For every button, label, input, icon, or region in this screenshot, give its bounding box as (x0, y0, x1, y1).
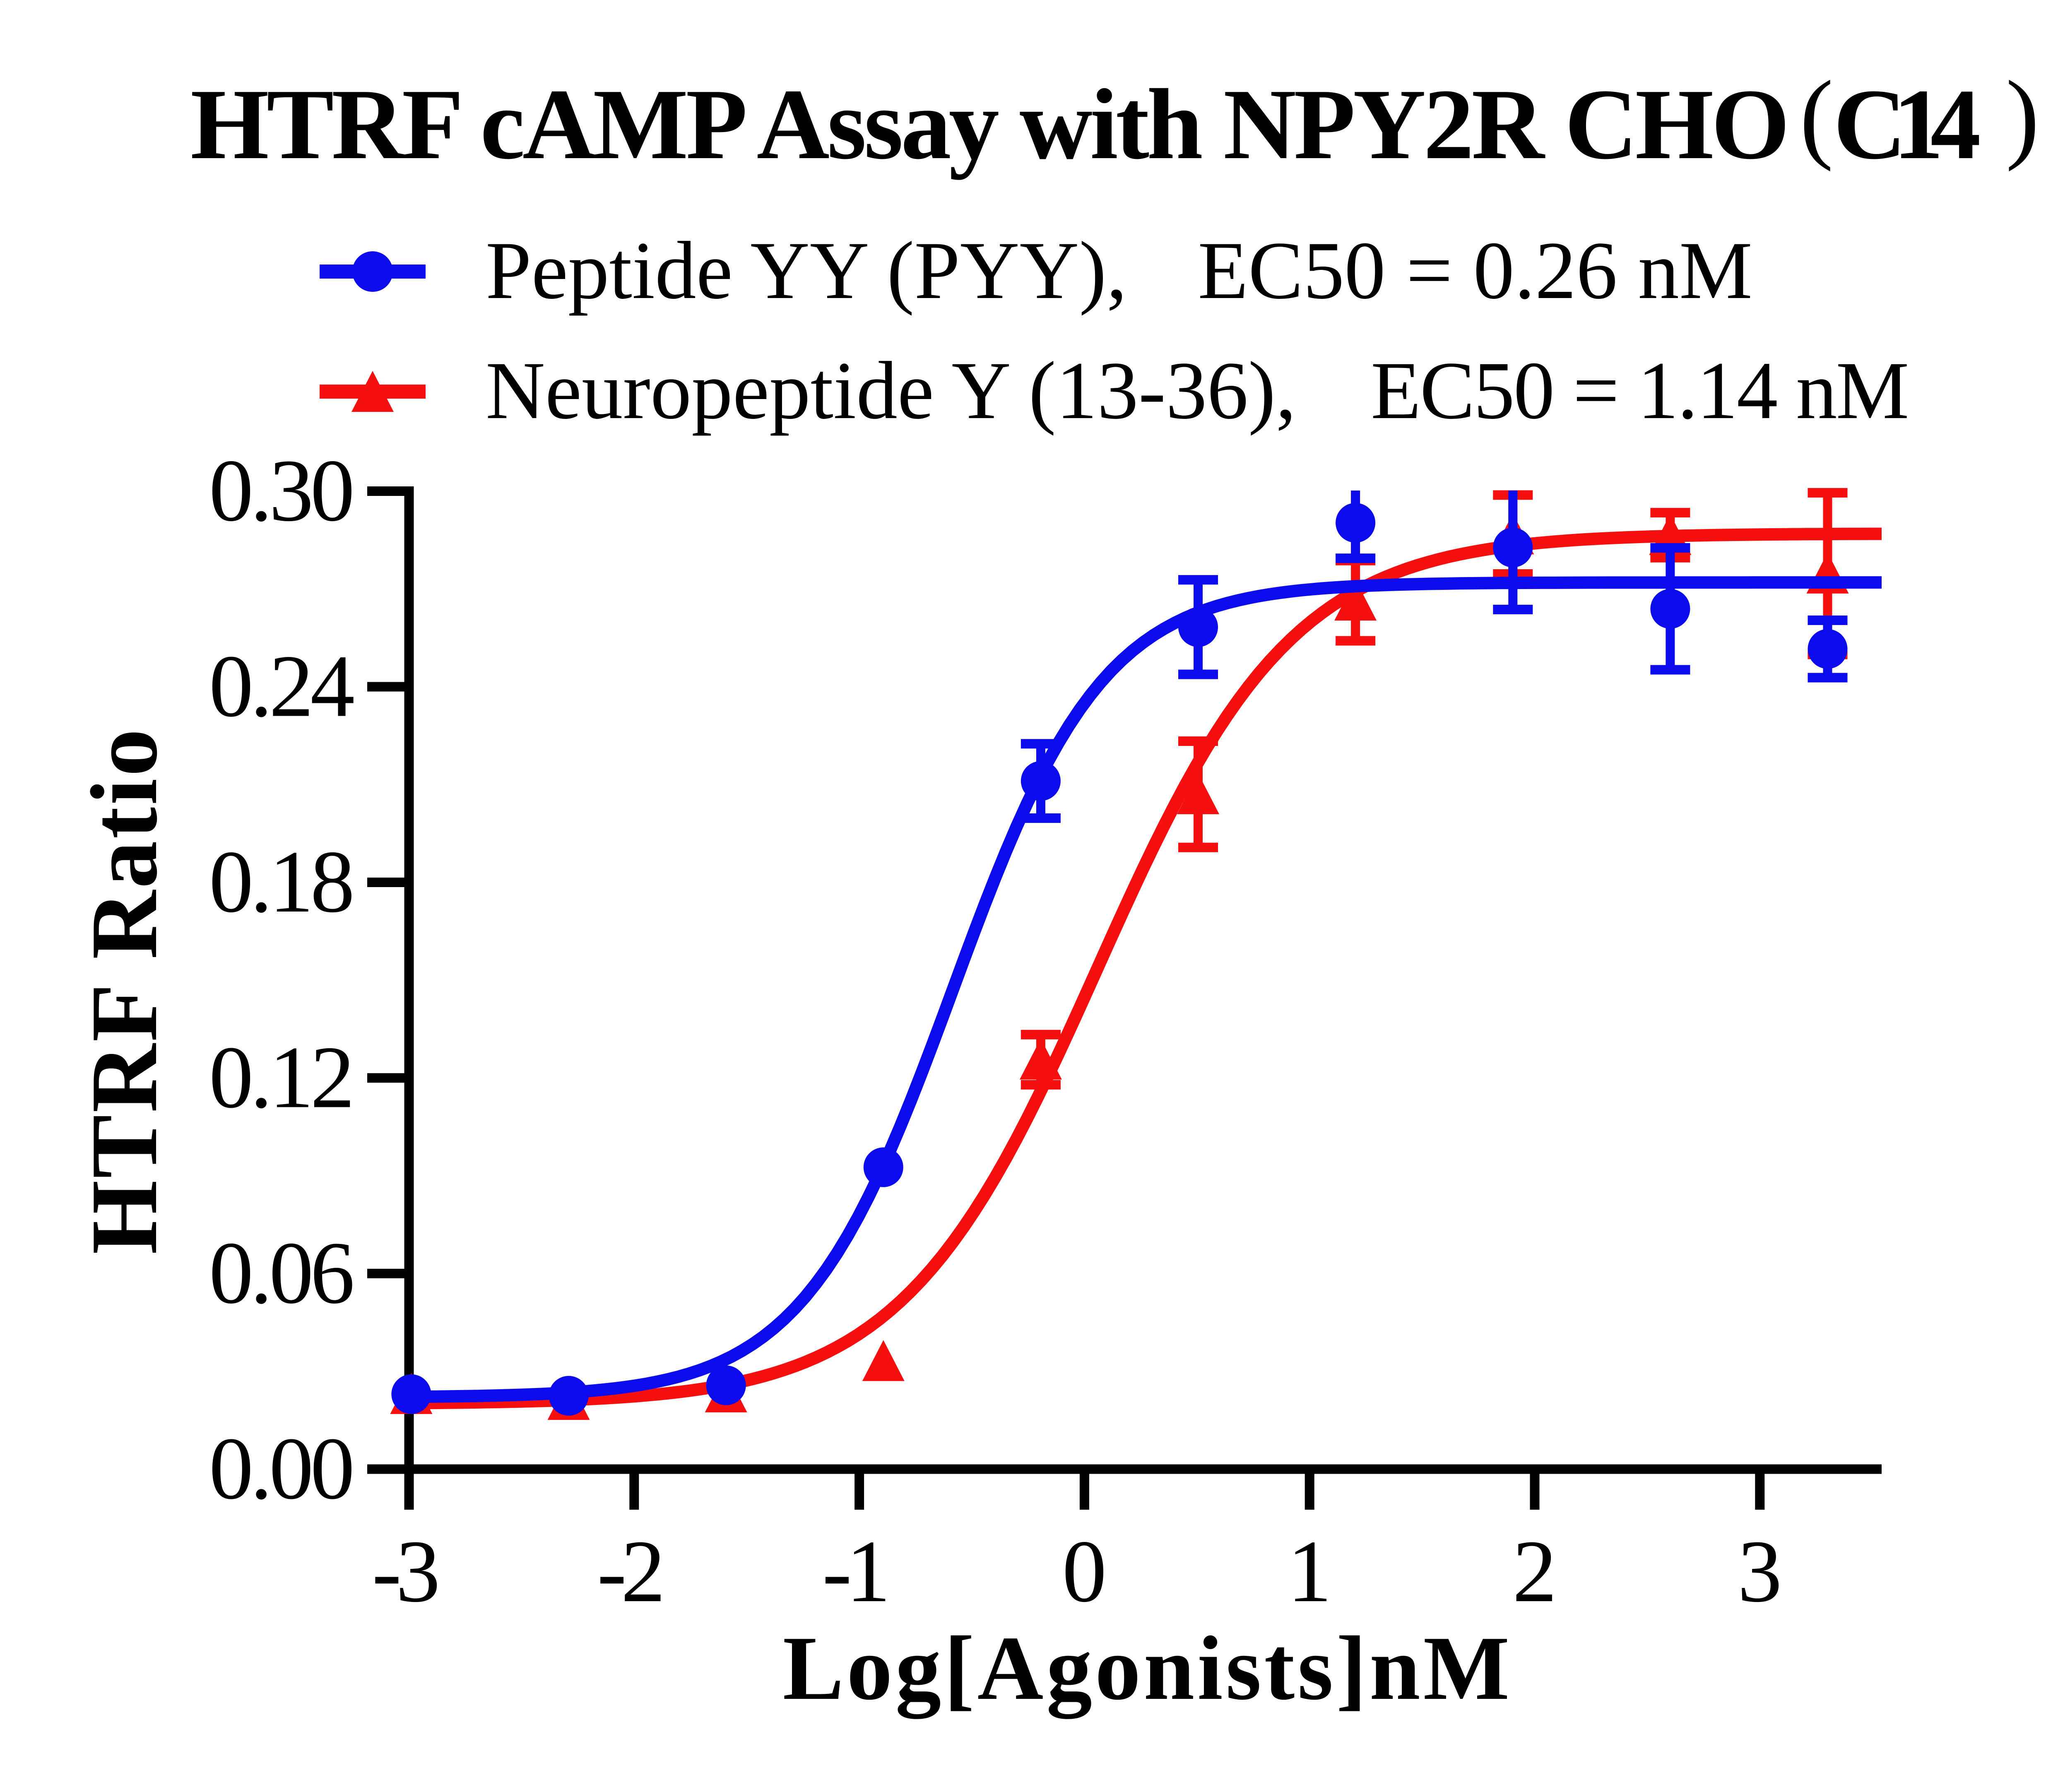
svg-text:0.12: 0.12 (209, 1028, 351, 1127)
svg-text:Log[Agonists]nM: Log[Agonists]nM (783, 1617, 1513, 1719)
svg-text:0.00: 0.00 (209, 1419, 352, 1518)
svg-text:1: 1 (1287, 1522, 1332, 1621)
svg-text:0: 0 (1062, 1522, 1107, 1621)
svg-text:-2: -2 (597, 1522, 661, 1621)
svg-text:-1: -1 (822, 1522, 886, 1621)
svg-text:0.06: 0.06 (209, 1223, 353, 1322)
svg-text:HTRF cAMP Assay with NPY2R CHO: HTRF cAMP Assay with NPY2R CHO (C14) (190, 60, 2039, 180)
svg-text:Neuropeptide Y (13-36),EC50 =: Neuropeptide Y (13-36), EC50 = 1.14 nM (486, 345, 1908, 436)
svg-text:HTRF Ratio: HTRF Ratio (71, 727, 177, 1254)
svg-text:-3: -3 (372, 1522, 437, 1621)
svg-text:0.24: 0.24 (209, 637, 354, 736)
svg-text:0.18: 0.18 (209, 832, 352, 931)
svg-text:2: 2 (1512, 1522, 1557, 1621)
svg-text:Peptide YY (PYY),EC50 = 0.26 n: Peptide YY (PYY), EC50 = 0.26 nM (486, 225, 1752, 316)
svg-text:3: 3 (1738, 1522, 1782, 1621)
svg-text:0.30: 0.30 (209, 441, 352, 540)
